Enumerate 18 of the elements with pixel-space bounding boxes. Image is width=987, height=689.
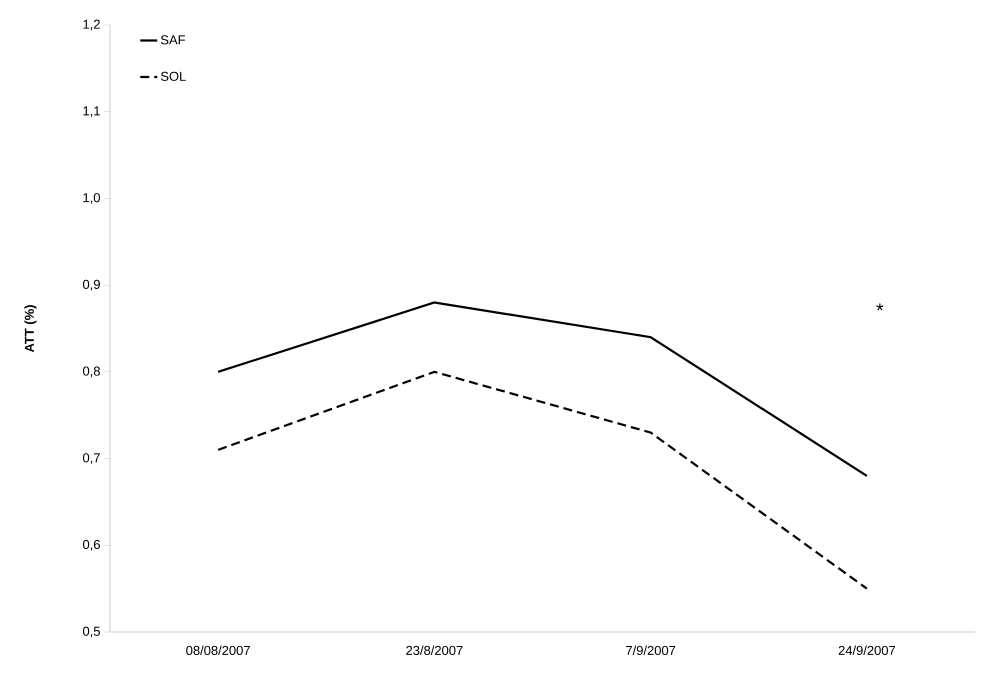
y-tick-label: 1,2: [83, 20, 100, 30]
y-tick-label: 0,8: [82, 366, 100, 378]
legend-label: SAF: [160, 35, 186, 44]
line-series: [217, 370, 868, 590]
x-tick-label: 24/9/2007: [838, 646, 896, 656]
x-tick-label: 7/9/2007: [626, 646, 676, 656]
y-tick-label: 0,5: [82, 626, 100, 638]
annotation: *: [876, 303, 884, 310]
y-axis-title: ATT (%): [24, 305, 36, 352]
y-tick-label: 1,1: [83, 106, 100, 117]
y-tick-label: 0,9: [82, 280, 100, 290]
y-tick-label: 0,6: [82, 540, 100, 551]
y-tick-label: 1,0: [83, 193, 100, 204]
x-tick-label: 23/8/2007: [406, 646, 463, 656]
y-tick-label: 0,7: [82, 453, 100, 464]
x-tick-label: 08/08/2007: [186, 646, 250, 656]
line-series: [217, 301, 868, 478]
legend-label: SOL: [160, 72, 186, 81]
